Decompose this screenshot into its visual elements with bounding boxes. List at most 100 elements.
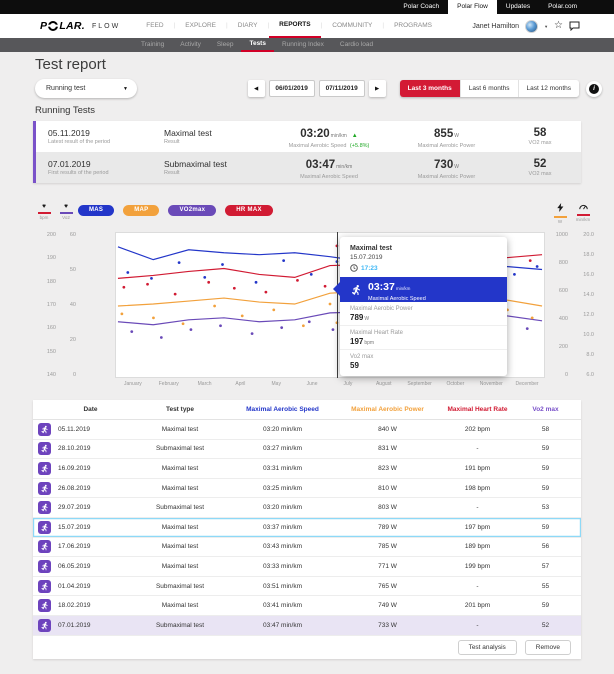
remove-button[interactable]: Remove [524,639,571,655]
table-row[interactable]: 01.04.2019 Submaximal test 03:51 min/km 765… [33,576,581,597]
chart-data-point[interactable] [173,292,177,296]
chart-data-point[interactable] [331,328,335,332]
running-sport-icon[interactable] [38,599,51,613]
subnav-item-training[interactable]: Training [141,41,165,48]
chart-data-point[interactable] [159,336,163,339]
table-row[interactable]: 26.08.2019 Maximal test 03:25 min/km 810 W 1… [33,478,581,499]
test-analysis-button[interactable]: Test analysis [457,639,517,655]
chart-data-point[interactable] [309,273,313,276]
chart-data-point[interactable] [254,280,258,284]
chart-data-point[interactable] [219,324,222,328]
chart-data-point[interactable] [146,282,149,286]
chart-data-point[interactable] [213,304,216,308]
subnav-item-cardio-load[interactable]: Cardio load [339,41,374,48]
running-sport-icon[interactable] [38,442,51,456]
topbar-item-polar-flow[interactable]: Polar Flow [448,0,497,14]
chart-data-point[interactable] [530,316,534,320]
avatar[interactable] [525,19,539,33]
chart-data-point[interactable] [150,276,153,280]
test-type-dropdown[interactable]: Running test ▼ [35,79,137,98]
chart-data-point[interactable] [240,314,244,318]
nav-item-reports[interactable]: REPORTS [269,14,321,38]
nav-item-explore[interactable]: EXPLORE [185,22,217,29]
chart-data-point[interactable] [513,273,516,276]
chart-data-point[interactable] [203,276,207,279]
chart-data-point[interactable] [280,326,284,330]
y-axis-tick-minkm: 14.0 [583,292,594,298]
legend-pill-map[interactable]: MAP [123,205,160,216]
legend-pill-vo2max[interactable]: VO2max [168,205,217,216]
running-sport-icon[interactable] [38,481,51,495]
subnav-item-activity[interactable]: Activity [180,41,201,48]
table-row[interactable]: 28.10.2019 Submaximal test 03:27 min/km 831… [33,439,581,460]
chart-data-point[interactable] [122,285,126,289]
table-row[interactable]: 17.06.2019 Maximal test 03:43 min/km 785 W 1… [33,537,581,558]
subnav-item-running-index[interactable]: Running Index [281,41,324,48]
table-row[interactable]: 07.01.2019 Submaximal test 03:47 min/km 733… [33,615,581,636]
chart-data-point[interactable] [250,332,254,335]
table-row[interactable]: 29.07.2019 Submaximal test 03:20 min/km 803… [33,498,581,518]
chart-data-point[interactable] [328,302,332,306]
chart-data-point[interactable] [535,265,539,268]
table-row[interactable]: 18.02.2019 Maximal test 03:41 min/km 749 W 2… [33,596,581,616]
preset-last-12-months[interactable]: Last 12 months [517,80,579,97]
chart-data-point[interactable] [221,263,224,266]
end-date-input[interactable]: 07/11/2019 [318,80,365,97]
table-row[interactable]: 06.05.2019 Maximal test 03:33 min/km 771 W 1… [33,557,581,577]
running-sport-icon[interactable] [38,579,51,593]
chart-data-point[interactable] [126,271,130,274]
nav-item-diary[interactable]: DIARY [237,22,258,29]
start-date-input[interactable]: 06/01/2019 [268,80,315,97]
running-sport-icon[interactable] [38,618,51,632]
running-sport-icon[interactable] [38,540,51,554]
polar-logo[interactable]: P LAR. [40,14,85,38]
chart-data-point[interactable] [152,316,155,320]
running-sport-icon[interactable] [38,422,51,436]
preset-last-6-months[interactable]: Last 6 months [459,80,518,97]
chart-data-point[interactable] [282,259,286,262]
table-row[interactable]: 15.07.2019 Maximal test 03:37 min/km 789 W 1… [33,517,581,538]
running-sport-icon[interactable] [38,501,51,515]
feedback-chat-icon[interactable] [569,21,580,31]
legend-pill-mas[interactable]: MAS [78,205,115,216]
nav-item-programs[interactable]: PROGRAMS [394,22,433,29]
subnav-item-sleep[interactable]: Sleep [216,41,234,48]
axis-toggle-w[interactable]: W [551,203,569,224]
running-sport-icon[interactable] [38,461,51,475]
chart-data-point[interactable] [528,259,532,262]
axis-toggle-min-km[interactable]: min/km [574,203,592,222]
table-row[interactable]: 16.09.2019 Maximal test 03:31 min/km 823 W 1… [33,459,581,479]
running-sport-icon[interactable] [38,520,51,534]
chart-data-point[interactable] [181,322,185,326]
chart-data-point[interactable] [120,312,124,316]
axis-toggle-vo2[interactable]: ♥ Vo2 [57,203,75,220]
favorites-star-icon[interactable]: ☆ [554,20,563,31]
running-sport-icon[interactable] [38,559,51,573]
next-period-button[interactable]: ▶ [368,80,386,97]
axis-toggle-bpm[interactable]: ♥ bpm [35,203,53,220]
table-row[interactable]: 05.11.2019 Maximal test 03:20 min/km 840 W 2… [33,420,581,440]
topbar-item-updates[interactable]: Updates [505,3,531,10]
legend-pill-hr-max[interactable]: HR MAX [225,205,273,216]
chart-data-point[interactable] [232,286,236,290]
chart-data-point[interactable] [301,324,305,328]
prev-period-button[interactable]: ◀ [247,80,265,97]
chart-data-point[interactable] [296,278,299,282]
topbar-item-polar-com[interactable]: Polar.com [548,3,577,10]
nav-item-feed[interactable]: FEED [146,22,164,29]
info-button[interactable]: i [586,80,602,97]
chart-data-point[interactable] [272,308,276,312]
chart-data-point[interactable] [307,320,311,324]
chart-data-point[interactable] [130,330,134,334]
caret-down-icon[interactable]: ▼ [544,23,549,29]
nav-item-community[interactable]: COMMUNITY [332,22,373,29]
preset-last-3-months[interactable]: Last 3 months [399,80,460,97]
chart-data-point[interactable] [264,290,268,294]
chart-data-point[interactable] [189,328,193,332]
chart-data-point[interactable] [525,327,529,331]
subnav-item-tests[interactable]: Tests [241,38,274,52]
chart-data-point[interactable] [323,284,327,288]
topbar-item-polar-coach[interactable]: Polar Coach [403,3,440,10]
chart-data-point[interactable] [207,280,211,284]
chart-data-point[interactable] [177,261,181,264]
